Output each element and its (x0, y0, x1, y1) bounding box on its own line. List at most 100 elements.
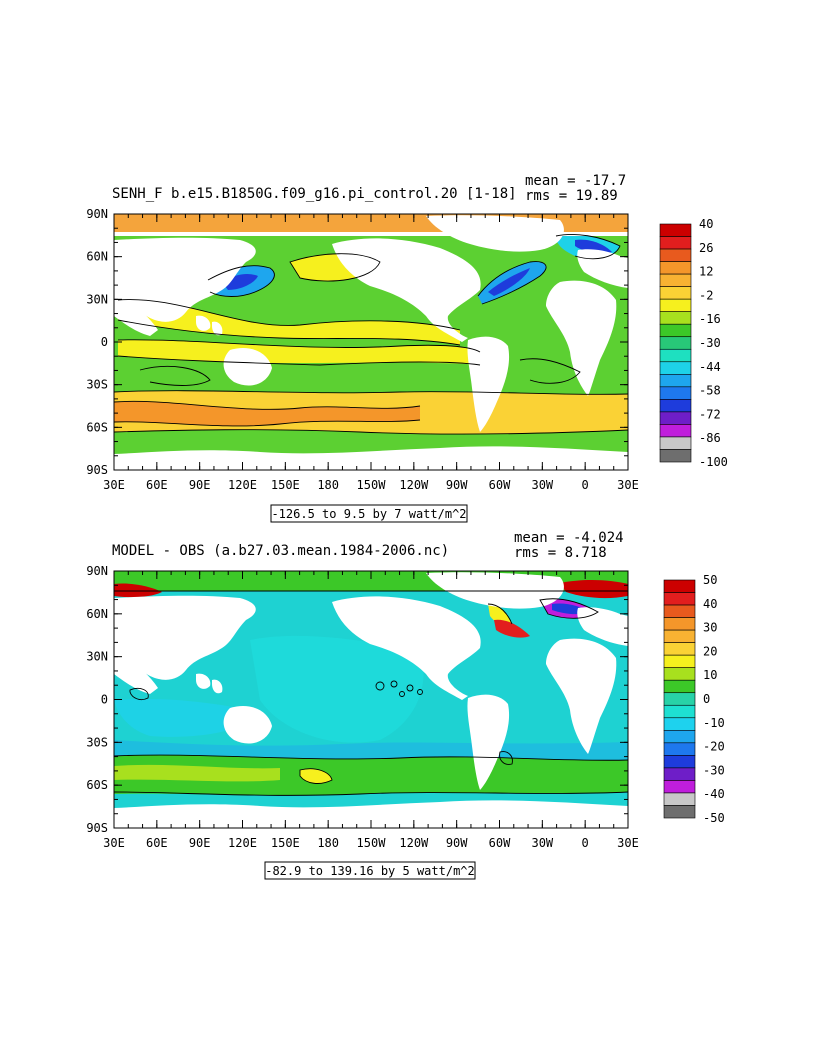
colorbar-swatch (663, 704, 696, 719)
colorbar-swatch (659, 374, 692, 388)
colorbar-swatch (663, 667, 696, 681)
panel-2-colorbar: 50 40 30 20 10 0 -10 -20 -30 -40 -50 (663, 573, 725, 825)
lon-label: 150W (357, 836, 387, 850)
colorbar-label: 26 (699, 241, 713, 255)
colorbar-swatch (659, 261, 692, 275)
panel-2-hotspot-west (114, 583, 162, 598)
lat-label: 60S (86, 778, 108, 792)
colorbar-swatch (659, 273, 692, 287)
panel-2-io-patch (114, 698, 260, 737)
lat-label: 0 (101, 335, 108, 349)
colorbar-swatch (663, 579, 696, 593)
colorbar-label: -30 (699, 336, 721, 350)
lon-label: 120W (399, 836, 429, 850)
lat-label: 30S (86, 378, 108, 392)
panel-1-map (114, 214, 628, 470)
panel-1-lon-axis: 30E 60E 90E 120E 150E 180 150W 120W 90W 60W 30W 0 30… (103, 478, 639, 492)
colorbar-label: -100 (699, 455, 728, 469)
colorbar-label: -86 (699, 431, 721, 445)
colorbar-swatch (663, 805, 696, 819)
lon-label: 60E (146, 478, 168, 492)
lat-label: 60N (86, 607, 108, 621)
colorbar-label: 20 (703, 644, 717, 658)
lon-label: 90E (189, 478, 211, 492)
panel-2-map (114, 571, 628, 828)
colorbar-label: -2 (699, 288, 713, 302)
lat-label: 30N (86, 650, 108, 664)
colorbar-label: 40 (703, 597, 717, 611)
panel-1-mean: mean = -17.7 (525, 173, 626, 189)
lon-label: 30W (531, 478, 553, 492)
panel-1-land (114, 215, 628, 470)
panel-2-title: MODEL - OBS (a.b27.03.mean.1984-2006.nc) (112, 543, 449, 559)
lon-label: 30E (617, 836, 639, 850)
colorbar-label: 30 (703, 621, 717, 635)
panel-2-rms: rms = 8.718 (514, 545, 607, 561)
panel-1-band-equator (118, 339, 480, 365)
panel-1-ticks (113, 213, 629, 471)
colorbar-swatch (663, 692, 696, 706)
colorbar-swatch (663, 755, 696, 769)
panel-2-pac-patch (250, 635, 424, 743)
panel-1-lat-axis: 90N 60N 30N 0 30S 60S 90S (86, 207, 108, 477)
lon-label: 150E (271, 478, 300, 492)
colorbar-label: -40 (703, 787, 725, 801)
panel-2-lat-axis: 90N 60N 30N 0 30S 60S 90S (86, 564, 108, 835)
lat-label: 60S (86, 420, 108, 434)
panel-1-band-north (118, 299, 460, 345)
lon-label: 90W (446, 478, 468, 492)
lat-label: 90N (86, 564, 108, 578)
colorbar-swatch (659, 411, 692, 425)
lon-label: 60W (489, 478, 511, 492)
colorbar-swatch (663, 629, 696, 643)
colorbar-swatch (663, 617, 696, 631)
lon-label: 90W (446, 836, 468, 850)
lon-label: 60W (489, 836, 511, 850)
colorbar-swatch (663, 742, 696, 756)
colorbar-swatch (663, 592, 696, 606)
panel-2-southern-green (114, 755, 628, 796)
panel-2: MODEL - OBS (a.b27.03.mean.1984-2006.nc)… (86, 530, 725, 880)
panel-2-labrador-yellow (488, 604, 512, 627)
lon-label: 60E (146, 836, 168, 850)
panel-1-rms: rms = 19.89 (525, 188, 618, 204)
colorbar-swatch (663, 604, 696, 618)
lon-label: 180 (317, 836, 339, 850)
lon-label: 0 (582, 478, 589, 492)
colorbar-swatch (663, 642, 696, 656)
colorbar-swatch (659, 399, 692, 413)
colorbar-swatch (663, 792, 696, 806)
colorbar-swatch (659, 223, 692, 237)
colorbar-swatch (659, 348, 692, 363)
colorbar-label: -30 (703, 763, 725, 777)
panel-2-southern-yellow (300, 768, 332, 784)
panel-2-ticks (113, 570, 629, 829)
panel-2-southern-yellowgreen (114, 764, 280, 782)
lon-label: 180 (317, 478, 339, 492)
panel-1-range-label: -126.5 to 9.5 by 7 watt/m^2 (271, 507, 466, 521)
panel-2-range-box (264, 861, 476, 880)
lon-label: 30E (103, 478, 125, 492)
colorbar-swatch (659, 311, 692, 325)
colorbar-swatch (659, 323, 692, 338)
colorbar-swatch (663, 654, 696, 668)
colorbar-swatch (663, 767, 696, 781)
colorbar-label: -72 (699, 407, 721, 421)
lat-label: 90S (86, 821, 108, 835)
colorbar-swatch (659, 286, 692, 300)
panel-1: SENH_F b.e15.B1850G.f09_g16.pi_control.2… (86, 173, 728, 523)
colorbar-swatch (663, 679, 696, 694)
colorbar-label: 10 (703, 668, 717, 682)
colorbar-label: -58 (699, 384, 721, 398)
panel-1-colorbar: 40 26 12 -2 -16 -30 -44 -58 -72 -86 -100 (659, 217, 728, 469)
colorbar-label: 12 (699, 265, 713, 279)
lon-label: 120E (228, 478, 257, 492)
lon-label: 90E (189, 836, 211, 850)
colorbar-swatch (659, 449, 692, 463)
colorbar-swatch (659, 336, 692, 350)
lat-label: 60N (86, 250, 108, 264)
colorbar-label: -20 (703, 740, 725, 754)
panel-2-mean: mean = -4.024 (514, 530, 624, 546)
panel-1-title: SENH_F b.e15.B1850G.f09_g16.pi_control.2… (112, 186, 517, 202)
